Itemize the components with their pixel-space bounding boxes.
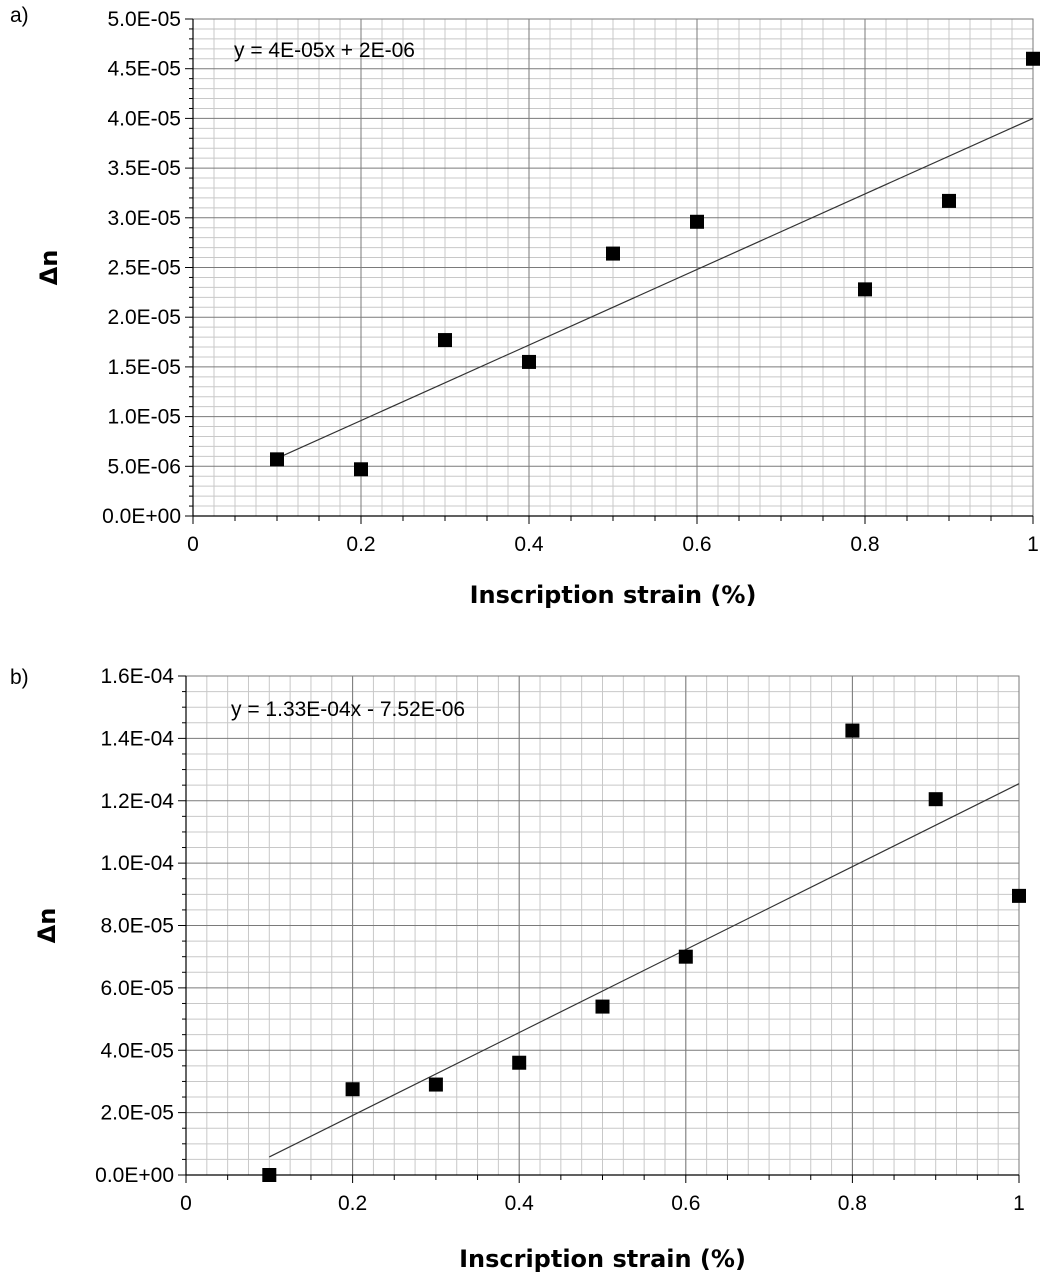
- data-point: [690, 214, 704, 229]
- panel-label: a): [10, 4, 29, 27]
- y-tick-label: 1.4E-04: [100, 727, 174, 750]
- data-point: [595, 999, 610, 1014]
- y-tick-label: 1.0E-05: [107, 406, 181, 429]
- data-point: [512, 1055, 527, 1070]
- y-tick-label: 4.0E-05: [107, 107, 181, 130]
- data-point: [438, 333, 452, 348]
- x-tick-label: 0.4: [514, 533, 544, 556]
- scatter-chart-a: 0 0.2 0.4 0.6 0.8 1 0.0E+00 5.0E-06 1.0E-05 1.5E-…: [35, 8, 1040, 609]
- y-tick-label: 2.5E-05: [107, 257, 181, 280]
- data-point: [606, 246, 620, 261]
- data-point: [678, 949, 693, 964]
- x-tick-label: 0.6: [682, 533, 711, 556]
- data-point: [522, 354, 536, 369]
- trendline-equation: y = 1.33E-04x - 7.52E-06: [231, 698, 465, 721]
- data-point: [845, 723, 860, 738]
- y-tick-label: 1.5E-05: [107, 356, 181, 379]
- x-tick-label: 0.8: [838, 1192, 867, 1215]
- y-tick-label: 4.5E-05: [107, 58, 181, 81]
- y-axis-title: Δn: [33, 908, 61, 944]
- x-tick-label: 0: [187, 533, 199, 556]
- data-point: [942, 193, 956, 208]
- trendline: [269, 783, 1020, 1158]
- y-tick-label: 6.0E-05: [100, 977, 174, 1000]
- y-tick-label: 8.0E-05: [100, 915, 174, 938]
- x-tick-label: 1: [1027, 533, 1039, 556]
- y-tick-label: 2.0E-05: [100, 1102, 174, 1125]
- trendline: [276, 117, 1034, 459]
- y-tick-label: 1.0E-04: [100, 852, 174, 875]
- y-tick-label: 3.5E-05: [107, 157, 181, 180]
- x-tick-label: 0.4: [505, 1192, 535, 1215]
- x-tick-label: 0: [180, 1192, 192, 1215]
- x-tick-label: 0.2: [338, 1192, 367, 1215]
- x-axis-title: Inscription strain (%): [459, 1245, 746, 1273]
- data-point: [354, 462, 368, 477]
- chart-panel-b: b) 0 0.2 0.4 0.6 0.8 1 0.0E+00 2.0E-05 4.0E-05 6.…: [0, 640, 1042, 1276]
- data-point: [1012, 888, 1026, 903]
- data-point: [428, 1077, 443, 1092]
- y-tick-label: 3.0E-05: [107, 207, 181, 230]
- chart-panel-a: a) 0 0.2 0.4 0.6 0.8 1 0.0E+00 5.0E-06 1.0E-05 1.…: [0, 0, 1042, 620]
- y-tick-label: 2.0E-05: [107, 306, 181, 329]
- panel-label: b): [10, 666, 29, 689]
- y-tick-label: 5.0E-06: [107, 455, 181, 478]
- x-tick-label: 0.2: [346, 533, 375, 556]
- data-point: [1026, 51, 1040, 66]
- x-tick-label: 0.8: [850, 533, 879, 556]
- trendline-equation: y = 4E-05x + 2E-06: [234, 39, 415, 62]
- y-tick-label: 5.0E-05: [107, 8, 181, 31]
- x-tick-label: 1: [1013, 1192, 1025, 1215]
- x-tick-label: 0.6: [671, 1192, 700, 1215]
- y-tick-label: 1.2E-04: [100, 790, 174, 813]
- y-tick-label: 0.0E+00: [102, 505, 181, 528]
- x-axis-title: Inscription strain (%): [470, 581, 757, 609]
- y-tick-label: 4.0E-05: [100, 1039, 174, 1062]
- data-point: [928, 792, 943, 807]
- y-tick-label: 0.0E+00: [95, 1164, 174, 1187]
- scatter-chart-b: 0 0.2 0.4 0.6 0.8 1 0.0E+00 2.0E-05 4.0E-05 6.0E-…: [33, 665, 1026, 1273]
- data-point: [345, 1082, 360, 1097]
- data-point: [858, 282, 872, 297]
- data-point: [262, 1168, 277, 1182]
- y-axis-title: Δn: [35, 250, 63, 286]
- data-point: [270, 452, 284, 467]
- y-tick-label: 1.6E-04: [100, 665, 174, 688]
